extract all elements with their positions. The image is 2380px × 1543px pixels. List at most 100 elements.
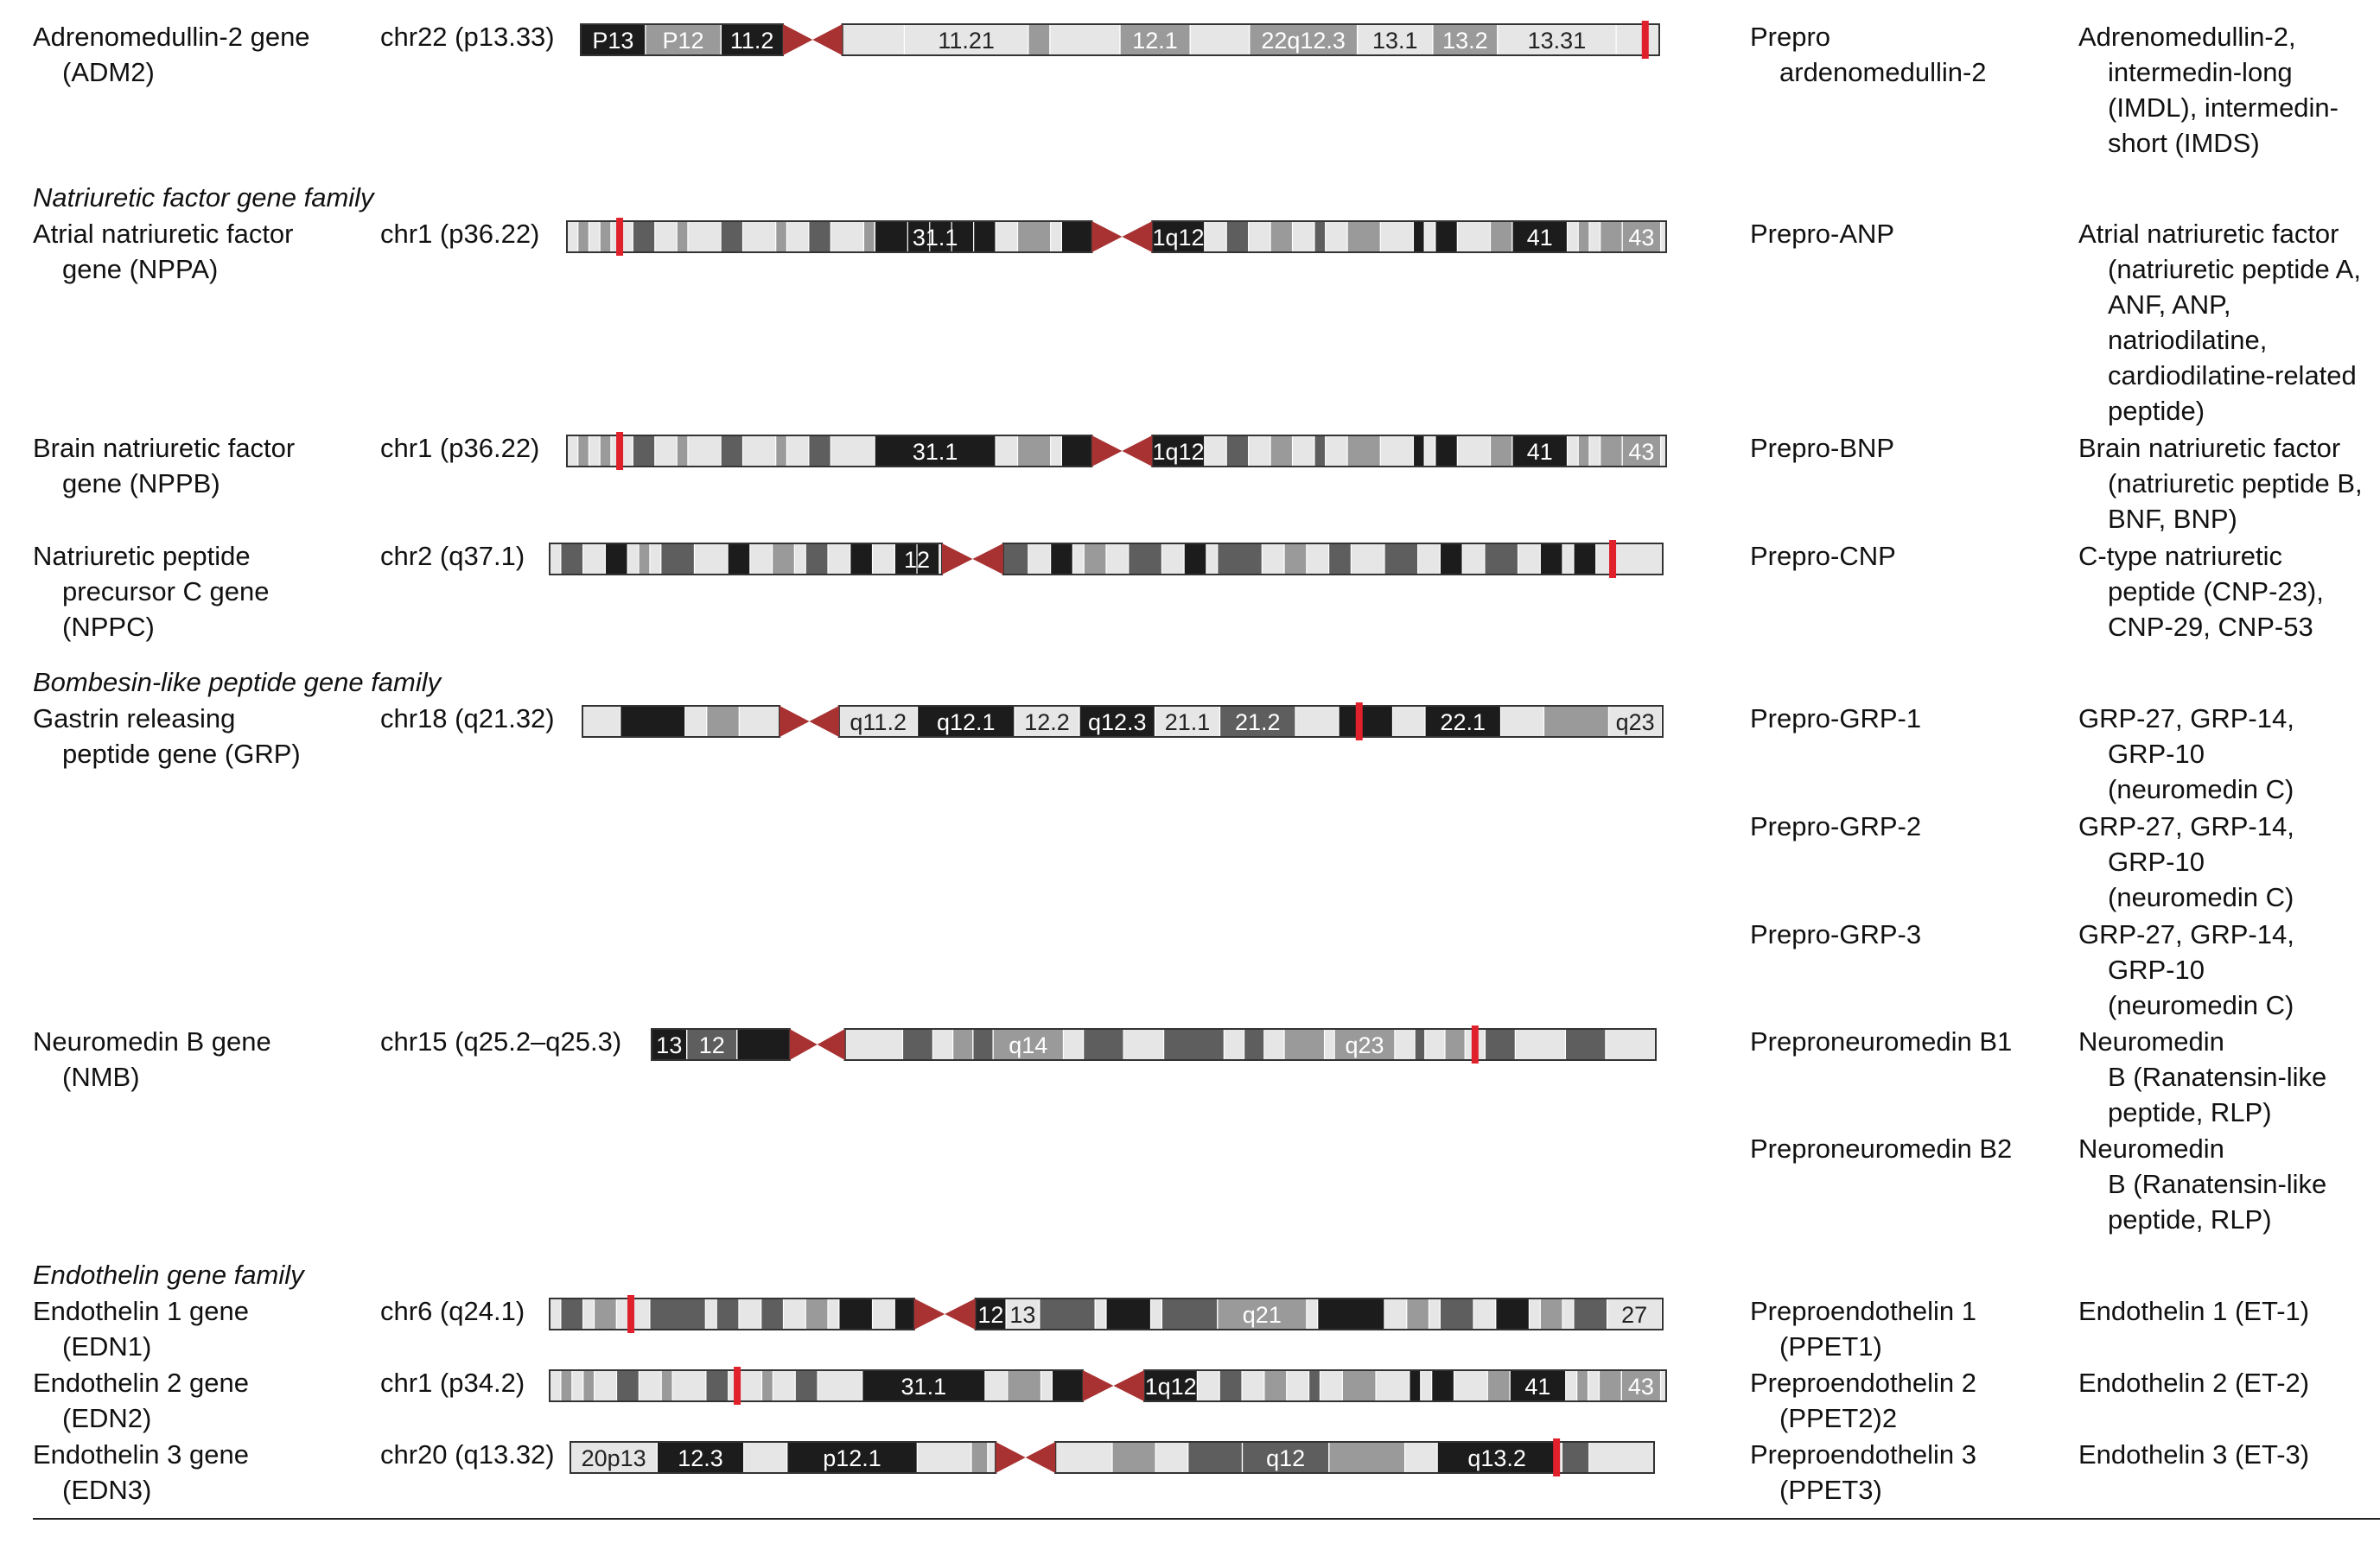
chromosome-band bbox=[1440, 544, 1463, 574]
chromosome-band bbox=[1015, 707, 1079, 736]
chromosome-band bbox=[1314, 222, 1326, 251]
chromosome-band bbox=[1219, 1371, 1243, 1400]
band-label: 41 bbox=[1527, 439, 1553, 465]
peptide-edn3-1-line: Endothelin 3 (ET-3) bbox=[2078, 1439, 2310, 1470]
gene-name-edn3-line: Endothelin 3 gene bbox=[33, 1439, 249, 1470]
chromosome-band bbox=[1328, 544, 1352, 574]
chromosome-band bbox=[661, 1371, 673, 1400]
chromosome-band bbox=[1573, 1299, 1607, 1329]
precursor-nmb-2: Preproneuromedin B2 bbox=[1750, 1131, 2012, 1166]
band-label: 12.3 bbox=[678, 1445, 723, 1471]
chromosome-band bbox=[1314, 436, 1326, 466]
band-label: q23 bbox=[1616, 709, 1655, 735]
chromosome-band bbox=[677, 436, 688, 466]
band-label: 41 bbox=[1527, 225, 1553, 251]
chromosome-band bbox=[1226, 222, 1249, 251]
chromosome-band bbox=[1415, 1030, 1425, 1059]
chromosome-band bbox=[1161, 1299, 1218, 1329]
band-label: 12.2 bbox=[1024, 709, 1070, 735]
precursor-grp-1-line: Prepro-GRP-1 bbox=[1750, 703, 1922, 733]
chromosome-band bbox=[577, 436, 589, 466]
band-label: 1q12 bbox=[1145, 1374, 1197, 1400]
gene-locus-marker bbox=[616, 432, 624, 470]
chromosome-band bbox=[1497, 25, 1617, 54]
chromosome-band bbox=[1540, 1299, 1563, 1329]
chromosome-band bbox=[600, 436, 611, 466]
chromosome-band bbox=[1263, 1371, 1287, 1400]
precursor-edn1-1-line: Preproendothelin 1 bbox=[1750, 1296, 1976, 1326]
chromosome-band bbox=[1106, 1299, 1151, 1329]
gene-name-adm2: Adrenomedullin-2 gene (ADM2) bbox=[33, 19, 310, 90]
chromosome-band bbox=[1511, 222, 1568, 251]
gene-name-edn3-line: (EDN3) bbox=[62, 1475, 152, 1505]
chromosome-band bbox=[1217, 1299, 1307, 1329]
gene-name-edn1-line: (EDN1) bbox=[62, 1331, 152, 1362]
precursor-grp-2-line: Prepro-GRP-2 bbox=[1750, 811, 1922, 841]
chromosome-band bbox=[1002, 544, 1028, 574]
chromosome-band bbox=[838, 707, 918, 736]
chromosome-band bbox=[862, 1371, 985, 1400]
chromosome-band bbox=[721, 25, 783, 54]
chromosome-band bbox=[1621, 1371, 1661, 1400]
centromere-right bbox=[812, 24, 843, 55]
centromere-left bbox=[1091, 221, 1123, 252]
band-label: 13 bbox=[1009, 1302, 1035, 1328]
precursor-edn3-1-line: Preproendothelin 3 bbox=[1750, 1439, 1976, 1470]
band-label: 13 bbox=[656, 1032, 682, 1058]
chromosome-band bbox=[1334, 1030, 1395, 1059]
peptide-nppb-1-line: BNF, BNP) bbox=[2108, 504, 2237, 534]
gene-name-nppa-line: Atrial natriuretic factor bbox=[33, 219, 294, 249]
gene-name-edn2-line: Endothelin 2 gene bbox=[33, 1368, 249, 1398]
precursor-grp-3-line: Prepro-GRP-3 bbox=[1750, 919, 1922, 949]
peptide-nppa-1-line: ANF, ANP, bbox=[2108, 289, 2231, 320]
peptide-grp-3-line: GRP-10 bbox=[2108, 955, 2205, 985]
peptide-adm2-1-line: Adrenomedullin-2, bbox=[2078, 22, 2296, 52]
peptide-adm2-1-line: short (IMDS) bbox=[2108, 128, 2260, 158]
chromosome-band bbox=[1249, 25, 1358, 54]
chromosome-band bbox=[894, 1299, 914, 1329]
peptide-nmb-2: Neuromedin B (Ranatensin-like peptide, RLP… bbox=[2078, 1131, 2326, 1237]
band-label: 11.21 bbox=[938, 28, 995, 54]
gene-name-nppc-line: precursor C gene bbox=[62, 576, 270, 606]
precursor-nppb-1: Prepro-BNP bbox=[1750, 430, 1894, 466]
peptide-nppc-1: C-type natriuretic peptide (CNP-23), CNP-2… bbox=[2078, 538, 2324, 645]
chromosome-band bbox=[1152, 436, 1205, 466]
peptide-nppa-1-line: Atrial natriuretic factor bbox=[2078, 219, 2339, 249]
precursor-adm2-1-line: ardenomedullin-2 bbox=[1779, 57, 1987, 87]
band-label: P12 bbox=[663, 28, 704, 54]
gene-locus-marker bbox=[627, 1295, 635, 1333]
band-label: 1q12 bbox=[1153, 225, 1205, 251]
band-label: 43 bbox=[1628, 225, 1654, 251]
q-arm-outline bbox=[1151, 435, 1667, 467]
peptide-grp-2-line: GRP-10 bbox=[2108, 847, 2205, 877]
chromosome-band bbox=[1007, 1371, 1041, 1400]
band-label: 21.1 bbox=[1165, 709, 1211, 735]
chromosome-band bbox=[1128, 544, 1162, 574]
peptide-grp-1-line: GRP-10 bbox=[2108, 739, 2205, 769]
precursor-edn2-1: Preproendothelin 2 (PPET2)2 bbox=[1750, 1365, 1976, 1436]
chromosome-band bbox=[1562, 1443, 1589, 1472]
band-label: 13.31 bbox=[1528, 28, 1587, 54]
chromosome-band bbox=[1490, 222, 1512, 251]
chromosome-band bbox=[1143, 1371, 1198, 1400]
gene-locus-marker bbox=[1553, 1438, 1561, 1476]
peptide-edn1-1-line: Endothelin 1 (ET-1) bbox=[2078, 1296, 2310, 1326]
chromosome-band bbox=[1061, 436, 1092, 466]
peptide-nppb-1-line: (natriuretic peptide B, bbox=[2108, 468, 2363, 498]
chromosome-band bbox=[1270, 436, 1293, 466]
chromosome-band bbox=[902, 1030, 933, 1059]
peptide-nmb-1-line: Neuromedin bbox=[2078, 1026, 2224, 1057]
chromosome-band bbox=[972, 1030, 994, 1059]
gene-locus-marker bbox=[616, 218, 624, 256]
gene-name-nppb-line: Brain natriuretic factor bbox=[33, 433, 296, 463]
centromere-right bbox=[945, 1299, 976, 1330]
gene-name-nppb: Brain natriuretic factor gene (NPPB) bbox=[33, 430, 295, 501]
chromosome-band bbox=[1339, 707, 1393, 736]
gene-locus-marker bbox=[734, 1367, 741, 1405]
chromosome-band bbox=[1540, 544, 1563, 574]
gene-name-edn2-line: (EDN2) bbox=[62, 1403, 152, 1433]
centromere-left bbox=[783, 24, 813, 55]
chromosome-band bbox=[1543, 707, 1609, 736]
chromosome-band bbox=[1006, 1299, 1040, 1329]
